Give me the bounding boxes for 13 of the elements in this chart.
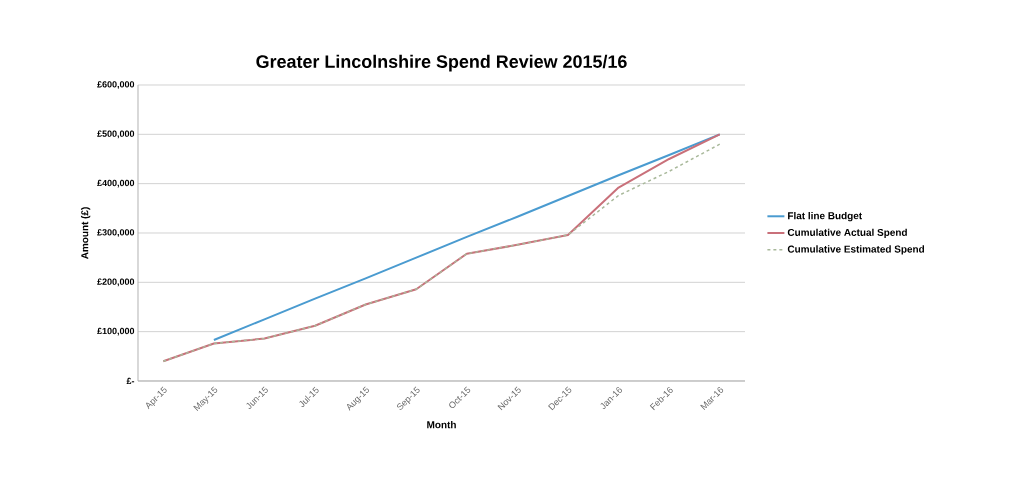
y-axis-title: Amount (£)	[80, 207, 91, 260]
legend-label: Flat line Budget	[788, 211, 863, 222]
y-tick-label: £100,000	[97, 327, 135, 336]
legend-label: Cumulative Estimated Spend	[787, 245, 925, 255]
chart-title: Greater Lincolnshire Spend Review 2015/16	[256, 54, 627, 72]
y-tick-label: £500,000	[97, 130, 135, 139]
legend-label: Cumulative Actual Spend	[787, 228, 907, 238]
y-tick-label: £600,000	[97, 81, 135, 89]
y-tick-label: £300,000	[97, 229, 135, 237]
y-tick-label: £400,000	[97, 179, 135, 188]
y-tick-label: £-	[126, 377, 135, 385]
y-tick-label: £200,000	[97, 278, 135, 287]
x-axis-title: Month	[427, 421, 456, 429]
